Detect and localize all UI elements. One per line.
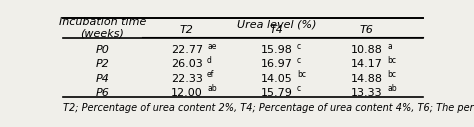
Text: T2; Percentage of urea content 2%, T4; Percentage of urea content 4%, T6; The pe: T2; Percentage of urea content 2%, T4; P…: [63, 103, 474, 113]
Text: P4: P4: [95, 74, 109, 84]
Text: ab: ab: [387, 84, 397, 93]
Text: 15.98: 15.98: [261, 45, 293, 55]
Text: T2: T2: [180, 25, 194, 35]
Text: 10.88: 10.88: [351, 45, 383, 55]
Text: T4: T4: [270, 25, 284, 35]
Text: Urea level (%): Urea level (%): [237, 19, 317, 29]
Text: P0: P0: [95, 45, 109, 55]
Text: c: c: [297, 42, 301, 51]
Text: bc: bc: [387, 56, 396, 65]
Text: 15.79: 15.79: [261, 88, 293, 98]
Text: P6: P6: [95, 88, 109, 98]
Text: 13.33: 13.33: [351, 88, 383, 98]
Text: 14.17: 14.17: [351, 59, 383, 69]
Text: 22.33: 22.33: [171, 74, 203, 84]
Text: 22.77: 22.77: [171, 45, 203, 55]
Text: ef: ef: [207, 70, 214, 79]
Text: 12.00: 12.00: [171, 88, 203, 98]
Text: Incubation time
(weeks): Incubation time (weeks): [59, 17, 146, 39]
Text: bc: bc: [387, 70, 396, 79]
Text: 26.03: 26.03: [171, 59, 203, 69]
Text: 16.97: 16.97: [261, 59, 293, 69]
Text: P2: P2: [95, 59, 109, 69]
Text: d: d: [207, 56, 212, 65]
Text: T6: T6: [360, 25, 374, 35]
Text: c: c: [297, 84, 301, 93]
Text: ae: ae: [207, 42, 217, 51]
Text: 14.05: 14.05: [261, 74, 293, 84]
Text: ab: ab: [207, 84, 217, 93]
Text: 14.88: 14.88: [351, 74, 383, 84]
Text: bc: bc: [297, 70, 306, 79]
Text: c: c: [297, 56, 301, 65]
Text: a: a: [387, 42, 392, 51]
